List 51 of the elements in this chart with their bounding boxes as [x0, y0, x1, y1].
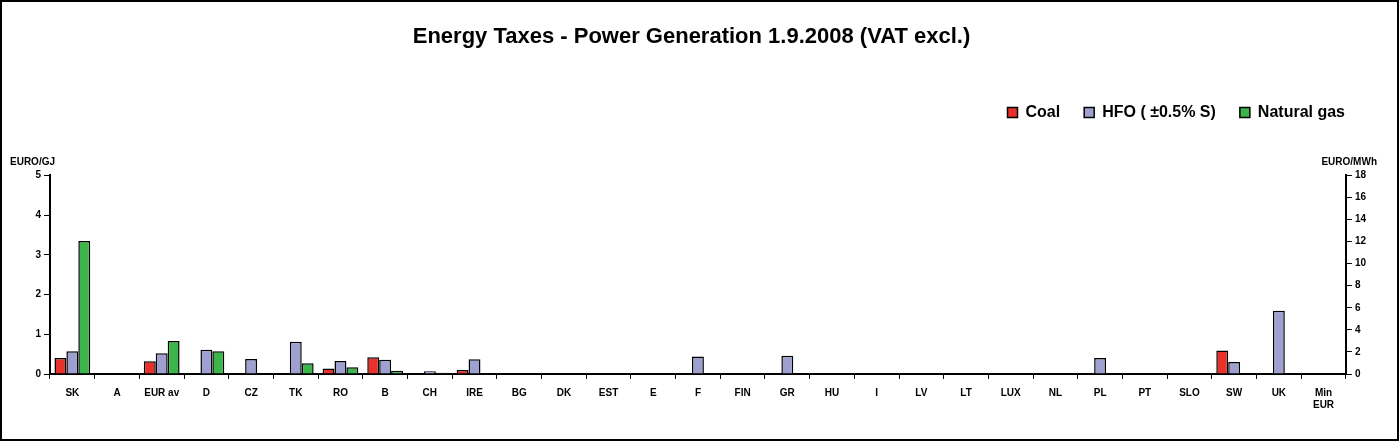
y2-tick-label: 12 — [1354, 235, 1367, 247]
y-axis-title: EURO/GJ — [10, 156, 56, 168]
x-tick-label: CH — [422, 386, 438, 398]
y-tick-label: 5 — [35, 169, 42, 181]
y2-tick-label: 6 — [1354, 301, 1361, 313]
y2-tick-label: 18 — [1354, 169, 1367, 181]
x-tick-label: SK — [65, 386, 81, 398]
y2-tick-label: 16 — [1354, 191, 1367, 203]
x-tick-label: I — [875, 386, 879, 398]
x-tick-label: E — [649, 386, 657, 398]
x-tick-label: FIN — [734, 386, 751, 398]
x-tick-label: CZ — [244, 386, 258, 398]
y-tick-label: 2 — [35, 288, 42, 300]
y-tick-label: 1 — [35, 328, 42, 340]
x-tick-label: B — [381, 386, 389, 398]
x-tick-label: UK — [1271, 386, 1287, 398]
x-tick-label: PL — [1093, 386, 1107, 398]
x-tick-label: LT — [960, 386, 972, 398]
y-tick-label: 0 — [35, 367, 42, 379]
x-tick-label: TK — [289, 386, 304, 398]
legend-label: HFO ( ±0.5% S) — [1102, 102, 1216, 120]
y2-tick-label: 8 — [1354, 279, 1361, 291]
y2-tick-label: 2 — [1354, 345, 1361, 357]
x-tick-label: F — [694, 386, 701, 398]
y2-tick-label: 10 — [1354, 257, 1367, 269]
y2-tick-label: 0 — [1354, 367, 1361, 379]
x-tick-label: LV — [915, 386, 928, 398]
y2-tick-label: 14 — [1354, 213, 1367, 225]
x-tick-label: Min EUR — [1312, 386, 1335, 410]
x-tick-label: IRE — [466, 386, 484, 398]
y-tick-label: 3 — [35, 248, 42, 260]
legend-label: Coal — [1025, 102, 1061, 120]
x-tick-label: EUR av — [144, 386, 180, 398]
y2-axis-title: EURO/MWh — [1321, 156, 1377, 168]
legend-label: Natural gas — [1257, 102, 1346, 120]
x-tick-label: PT — [1138, 386, 1152, 398]
y2-tick-label: 4 — [1354, 323, 1361, 335]
y-tick-label: 4 — [35, 208, 42, 220]
chart-title: Energy Taxes - Power Generation 1.9.2008 (VAT excl.) — [412, 23, 971, 49]
x-tick-label: SW — [1226, 386, 1243, 398]
x-tick-label: EST — [598, 386, 619, 398]
x-tick-label: SLO — [1179, 386, 1200, 398]
x-tick-label: DK — [556, 386, 572, 398]
x-tick-label: GR — [779, 386, 796, 398]
x-tick-label: A — [113, 386, 121, 398]
x-tick-label: D — [202, 386, 211, 398]
x-tick-label: NL — [1048, 386, 1063, 398]
x-tick-label: RO — [332, 386, 349, 398]
x-tick-label: BG — [511, 386, 527, 398]
x-tick-label: LUX — [1000, 386, 1022, 398]
x-tick-label: HU — [824, 386, 840, 398]
